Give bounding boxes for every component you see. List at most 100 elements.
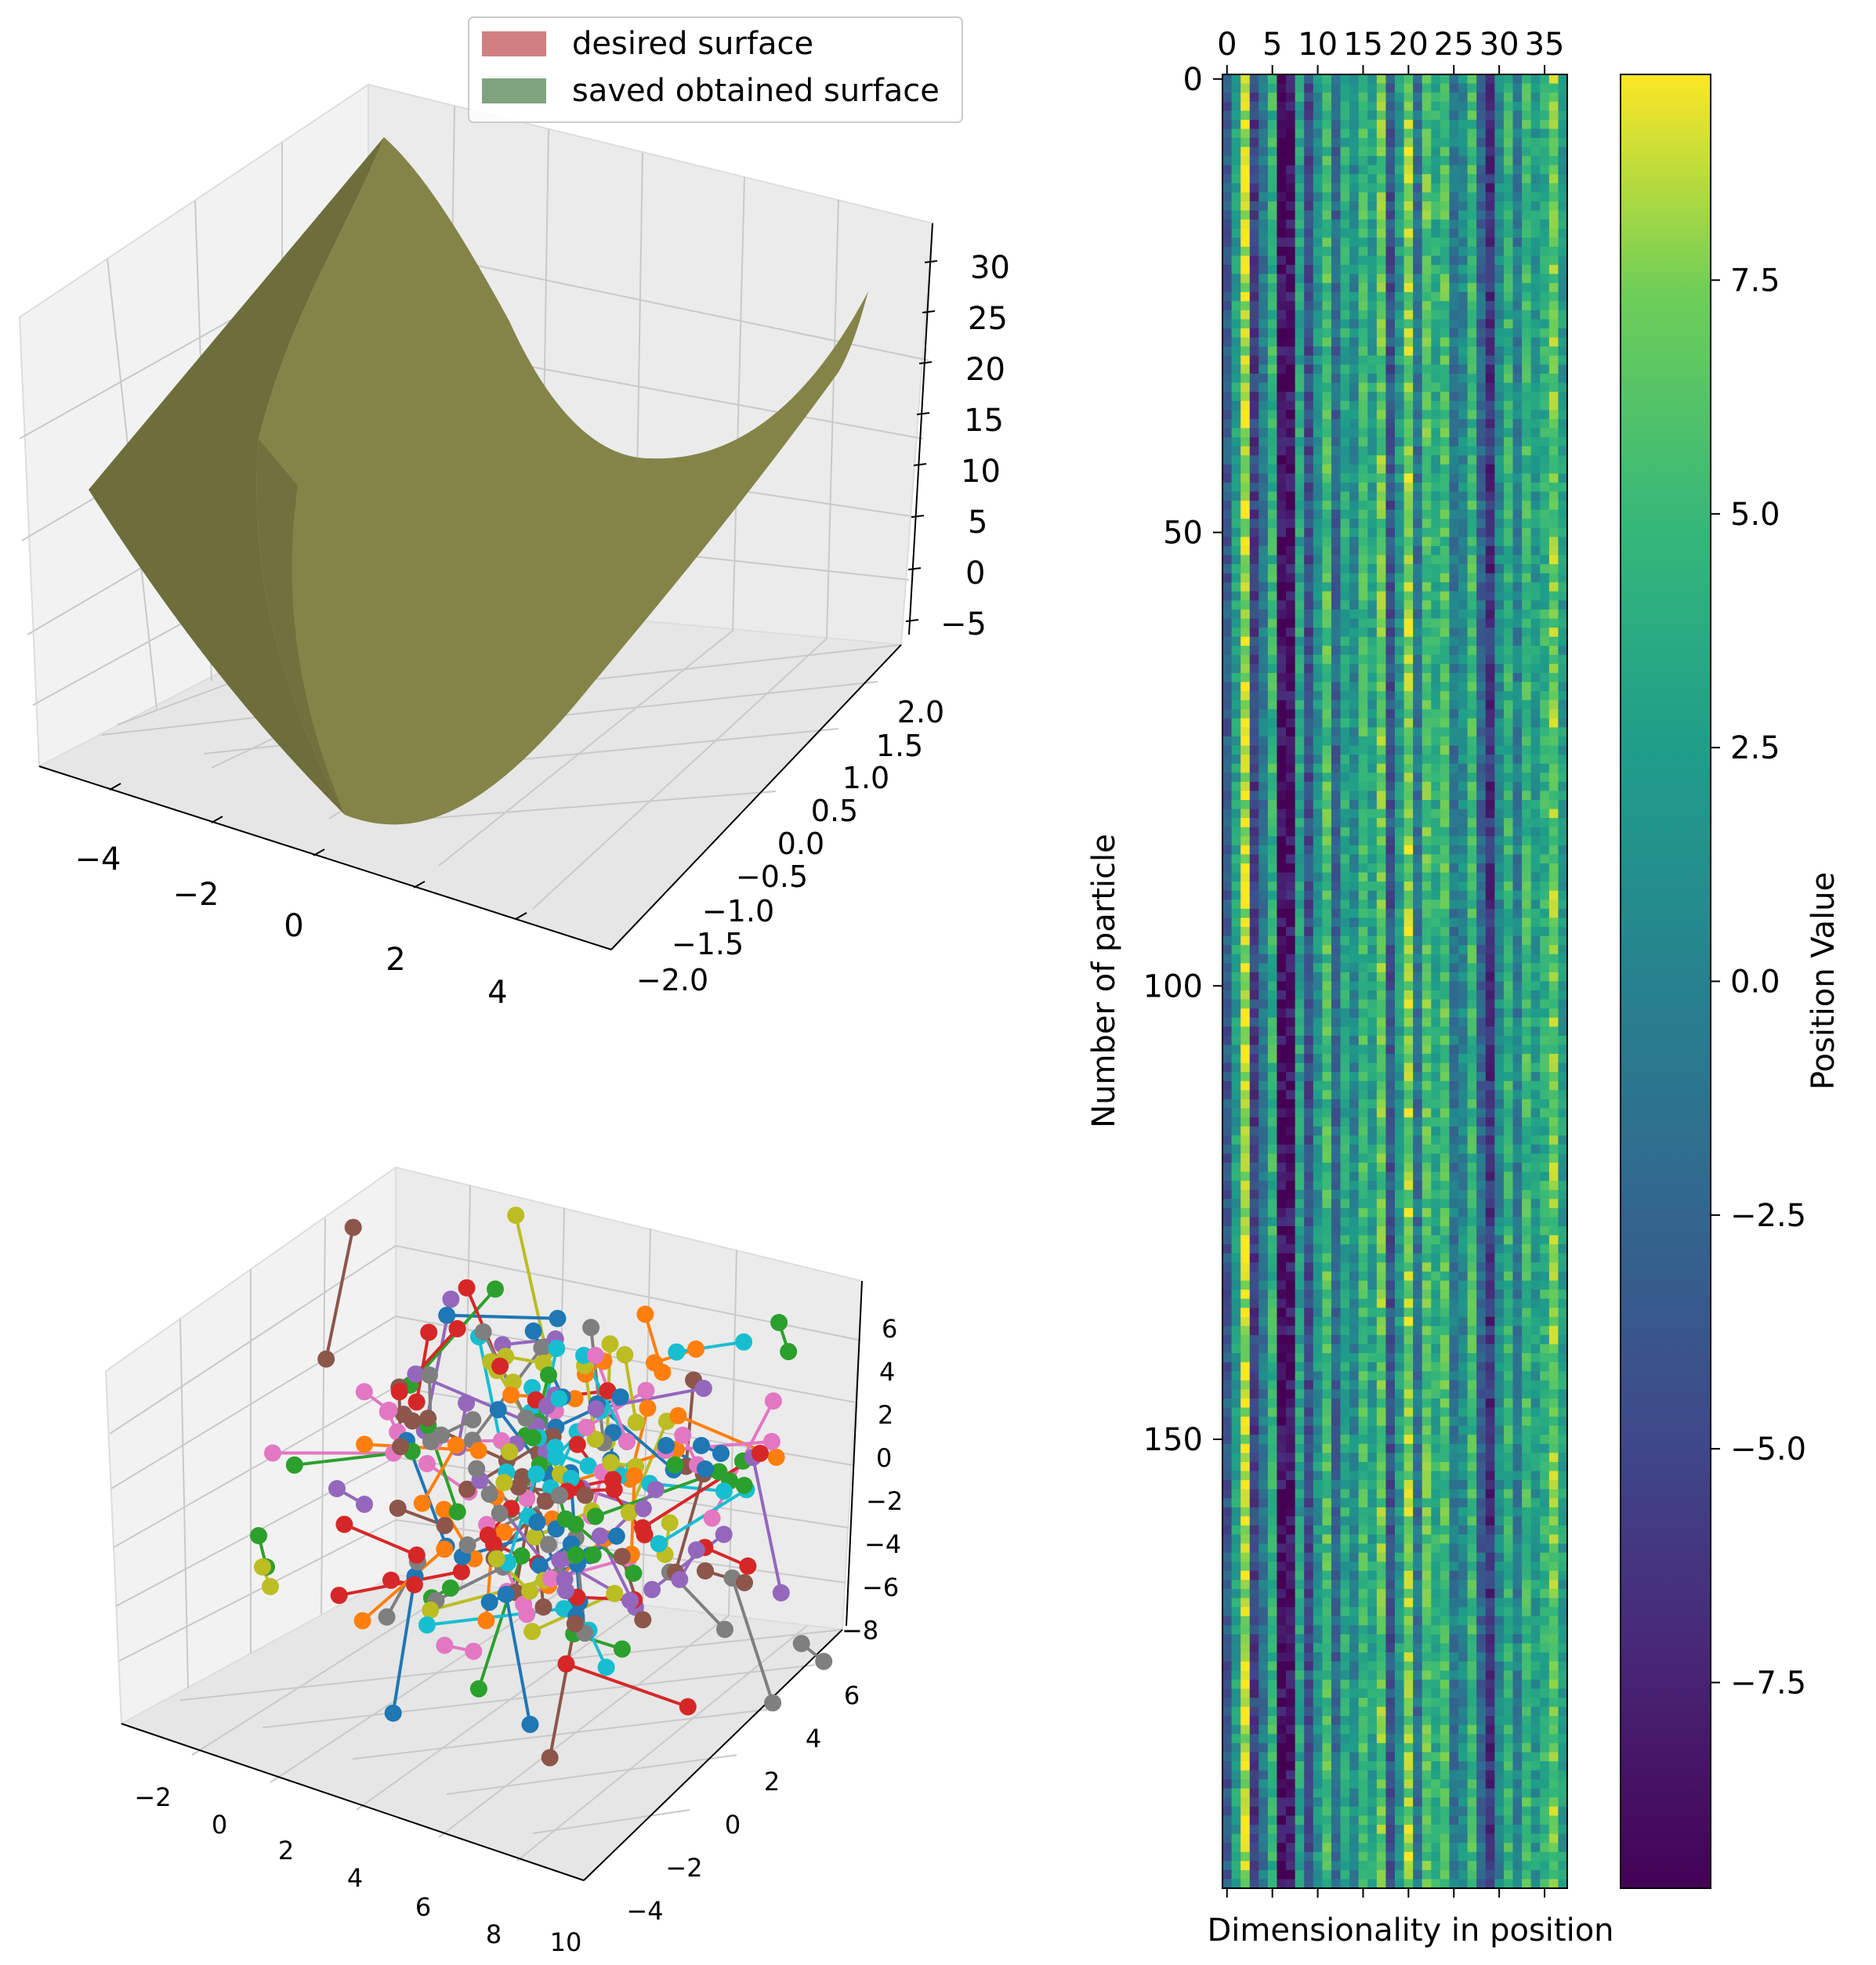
heatmap-cell (1540, 455, 1550, 465)
heatmap-cell (1467, 1108, 1477, 1118)
heatmap-cell (1494, 727, 1505, 737)
heatmap-cell (1540, 863, 1550, 874)
heatmap-cell (1449, 437, 1459, 447)
heatmap-cell (1259, 691, 1269, 701)
heatmap-cell (1522, 346, 1532, 356)
heatmap-cell (1286, 863, 1296, 874)
heatmap-cell (1467, 845, 1477, 856)
heatmap-cell (1231, 418, 1241, 429)
heatmap-cell (1304, 437, 1314, 447)
heatmap-cell (1331, 183, 1342, 194)
heatmap-cell (1440, 736, 1450, 747)
heatmap-cell (1485, 509, 1495, 519)
heatmap-cell (1313, 283, 1323, 293)
heatmap-cell (1458, 410, 1469, 420)
heatmap-cell (1440, 337, 1450, 347)
heatmap-cell (1503, 954, 1514, 964)
heatmap-cell (1530, 255, 1541, 266)
heatmap-cell (1421, 872, 1432, 882)
surface-x-tick-labels: −4 −2 0 2 4 (75, 841, 508, 1011)
heatmap-cell (1385, 192, 1396, 202)
heatmap-cell (1367, 718, 1378, 728)
heatmap-cell (1540, 482, 1550, 493)
heatmap-cell (1558, 437, 1568, 447)
heatmap-cell (1449, 945, 1459, 955)
heatmap-cell (1340, 564, 1350, 574)
heatmap-cell (1503, 1108, 1514, 1118)
heatmap-cell (1286, 174, 1296, 184)
heatmap-cell (1349, 664, 1360, 674)
heatmap-cell (1431, 228, 1441, 238)
heatmap-cell (1540, 809, 1550, 819)
heatmap-cell (1485, 573, 1495, 583)
heatmap-cell (1240, 491, 1251, 501)
heatmap-cell (1295, 628, 1305, 638)
heatmap-cell (1231, 192, 1241, 202)
heatmap-cell (1322, 917, 1332, 928)
heatmap-cell (1231, 573, 1241, 583)
particle-point (502, 1386, 520, 1404)
heatmap-cell (1440, 654, 1450, 664)
heatmap-cell (1358, 981, 1368, 991)
heatmap-cell (1349, 382, 1360, 393)
heatmap-cell (1540, 74, 1550, 85)
heatmap-cell (1259, 1108, 1269, 1118)
heatmap-cell (1367, 210, 1378, 220)
heatmap-cell (1240, 899, 1251, 910)
heatmap-cell (1440, 646, 1450, 656)
heatmap-cell (1304, 138, 1314, 148)
heatmap-cell (1449, 446, 1459, 456)
heatmap-cell (1222, 309, 1233, 320)
heatmap-cell (1286, 1062, 1296, 1073)
heatmap-cell (1259, 545, 1269, 556)
heatmap-cell (1503, 328, 1514, 338)
heatmap-cell (1503, 1080, 1514, 1091)
heatmap-cell (1286, 763, 1296, 773)
heatmap-cell (1331, 908, 1342, 919)
heatmap-cell (1449, 1008, 1459, 1019)
scatter-plot: −2 0 2 4 6 8 10 6 4 2 0 −2 −4 6 4 2 0 −2… (104, 1166, 903, 1957)
heatmap-cell (1395, 228, 1405, 238)
heatmap-cell (1349, 355, 1360, 365)
heatmap-cell (1358, 174, 1368, 184)
heatmap-cell (1431, 1008, 1441, 1019)
particle-point (618, 1433, 636, 1450)
heatmap-cell (1530, 564, 1541, 574)
heatmap-cell (1512, 83, 1523, 93)
heatmap-cell (1395, 872, 1405, 882)
heatmap-cell (1431, 337, 1441, 347)
heatmap-cell (1522, 827, 1532, 837)
heatmap-cell (1548, 628, 1559, 638)
heatmap-cell (1403, 1008, 1414, 1019)
heatmap-cell (1476, 101, 1487, 111)
heatmap-cell (1358, 672, 1368, 683)
heatmap-cell (1503, 92, 1514, 103)
heatmap-cell (1522, 418, 1532, 429)
particle-point (770, 1314, 788, 1331)
heatmap-cell (1331, 881, 1342, 892)
heatmap-cell (1304, 128, 1314, 139)
heatmap-cell (1458, 917, 1469, 928)
heatmap-cell (1530, 446, 1541, 456)
heatmap-cell (1503, 718, 1514, 728)
heatmap-cell (1313, 156, 1323, 166)
heatmap-cell (1313, 945, 1323, 955)
heatmap-cell (1395, 927, 1405, 937)
heatmap-cell (1548, 473, 1559, 483)
heatmap-cell (1440, 464, 1450, 474)
heatmap-cell (1313, 700, 1323, 710)
heatmap-cell (1295, 908, 1305, 919)
heatmap-cell (1421, 954, 1432, 964)
heatmap-cell (1331, 582, 1342, 592)
heatmap-cell (1421, 291, 1432, 302)
heatmap-cell (1267, 981, 1278, 991)
heatmap-cell (1340, 890, 1350, 900)
heatmap-cell (1458, 773, 1469, 783)
heatmap-cell (1295, 1054, 1305, 1064)
heatmap-cell (1240, 201, 1251, 212)
heatmap-cell (1467, 618, 1477, 628)
heatmap-cell (1458, 573, 1469, 583)
heatmap-cell (1340, 763, 1350, 773)
heatmap-cell (1304, 364, 1314, 375)
